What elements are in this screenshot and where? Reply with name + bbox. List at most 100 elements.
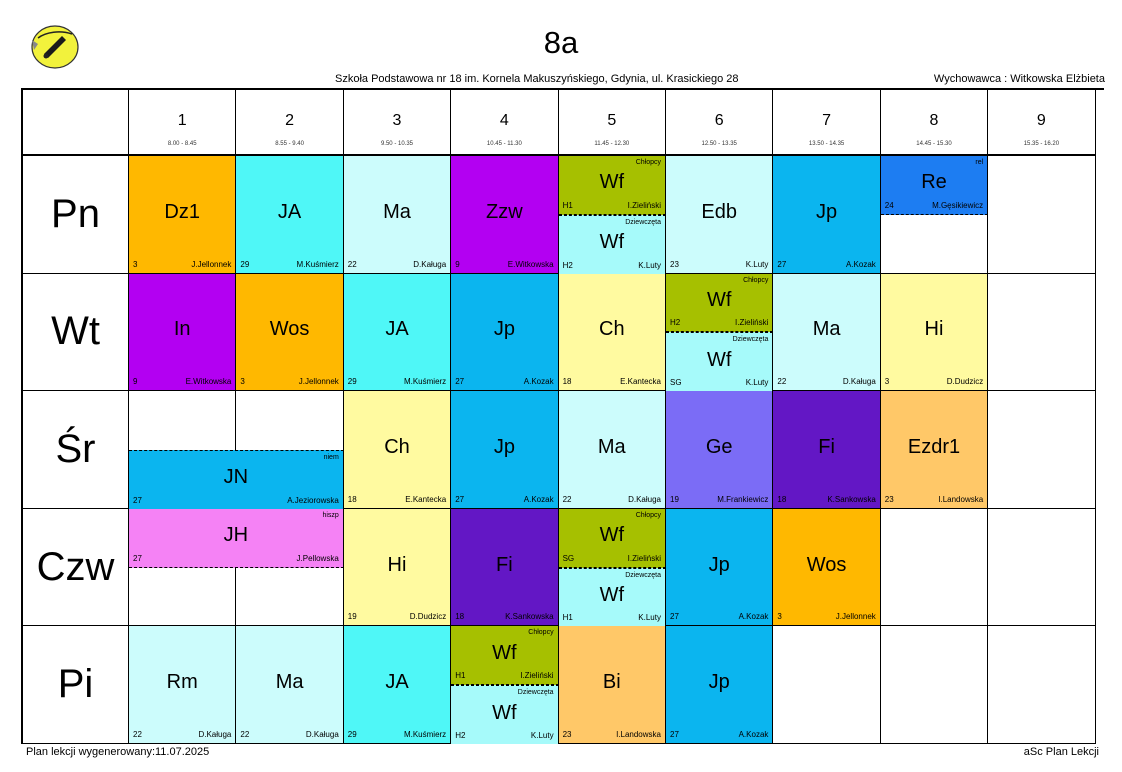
lesson-card[interactable]: Wf Chłopcy H2 I.Zieliński	[666, 273, 774, 333]
lesson-card[interactable]: Ch 18 E.Kantecka	[558, 273, 666, 392]
lesson-card[interactable]: Ge 19 M.Frankiewicz	[666, 391, 774, 509]
period-time: 13.50 - 14.35	[808, 141, 845, 147]
lesson-teacher: K.Luty	[745, 259, 769, 269]
lesson-subject: Wf	[706, 288, 732, 311]
homeroom-teacher: Wychowawca : Witkowska Elżbieta	[933, 73, 1105, 85]
period-number: 3	[392, 112, 402, 129]
lesson-subject: Jp	[493, 318, 515, 341]
lesson-group: rel	[975, 159, 984, 166]
lesson-teacher: D.Dudzicz	[409, 612, 447, 622]
lesson-card[interactable]: Wf Dziewczęta H1 K.Luty	[558, 567, 666, 627]
lesson-card[interactable]: JA 29 M.Kuśmierz	[343, 273, 452, 392]
lesson-teacher: D.Dudzicz	[946, 377, 984, 387]
lesson-card[interactable]: Ma 22 D.Kaługa	[236, 626, 344, 744]
lesson-card[interactable]: JA 29 M.Kuśmierz	[236, 156, 344, 274]
lesson-card[interactable]: Ma 22 D.Kaługa	[558, 391, 666, 509]
day-label: Śr	[23, 391, 129, 509]
lesson-room: 18	[562, 377, 572, 387]
lesson-teacher: I.Zieliński	[520, 671, 554, 681]
lesson-group: Chłopcy	[743, 276, 769, 284]
lesson-group: niem	[323, 454, 339, 461]
lesson-card[interactable]: Ezdr1 23 I.Landowska	[880, 391, 989, 509]
lesson-card[interactable]: Wf Dziewczęta H2 K.Luty	[451, 685, 559, 744]
timetable-cell	[988, 508, 1096, 627]
lesson-subject: Ch	[599, 318, 625, 341]
lesson-card[interactable]: Fi 18 K.Sankowska	[451, 508, 559, 627]
period-header-2: 2 8.55 - 9.40	[236, 90, 344, 156]
lesson-card[interactable]: Wf Chłopcy SG I.Zieliński	[558, 508, 666, 568]
lesson-card[interactable]: Zzw 9 E.Witkowska	[451, 156, 559, 274]
lesson-subject: Fi	[818, 435, 835, 458]
lesson-subject: Ma	[597, 435, 626, 458]
lesson-room: 27	[777, 259, 787, 269]
lesson-card[interactable]: JA 29 M.Kuśmierz	[343, 626, 452, 744]
lesson-card[interactable]: Jp 27 A.Kozak	[773, 156, 881, 274]
lesson-group: Dziewczęta	[517, 689, 554, 697]
lesson-card[interactable]: Hi 3 D.Dudzicz	[880, 273, 989, 392]
lesson-teacher: A.Kozak	[523, 377, 554, 387]
period-number: 6	[714, 112, 724, 129]
lesson-room: 9	[455, 259, 460, 269]
lesson-teacher: I.Landowska	[938, 494, 984, 504]
lesson-room: 22	[347, 259, 357, 269]
lesson-subject: JA	[277, 200, 302, 223]
lesson-subject: Edb	[701, 200, 737, 223]
lesson-card[interactable]: Wos 3 J.Jellonnek	[236, 273, 344, 392]
lesson-room: H1	[562, 613, 573, 623]
lesson-group: Dziewczęta	[625, 571, 661, 579]
lesson-card[interactable]: Jp 27 A.Kozak	[451, 273, 559, 392]
lesson-teacher: E.Kantecka	[405, 494, 447, 504]
lesson-card[interactable]: Rm 22 D.Kaługa	[129, 626, 237, 744]
lesson-room: 3	[777, 612, 782, 622]
lesson-subject: In	[173, 318, 191, 341]
lesson-room: SG	[670, 378, 682, 388]
lesson-card[interactable]: Wos 3 J.Jellonnek	[773, 508, 881, 627]
period-number: 5	[607, 112, 617, 129]
lesson-room: H2	[455, 730, 466, 740]
lesson-subject: Zzw	[486, 200, 523, 223]
lesson-teacher: D.Kaługa	[413, 259, 447, 269]
class-title: 8a	[543, 25, 579, 60]
lesson-card[interactable]: Ma 22 D.Kaługa	[343, 156, 452, 274]
day-label: Czw	[23, 508, 129, 627]
lesson-card[interactable]: Ch 18 E.Kantecka	[343, 391, 452, 509]
period-header-7: 7 13.50 - 14.35	[773, 90, 881, 156]
lesson-room: 29	[347, 377, 357, 387]
lesson-teacher: I.Zieliński	[627, 553, 661, 563]
lesson-card[interactable]: Hi 19 D.Dudzicz	[343, 508, 452, 627]
lesson-card[interactable]: Edb 23 K.Luty	[666, 156, 774, 274]
lesson-card[interactable]: Bi 23 I.Landowska	[558, 626, 666, 744]
lesson-teacher: M.Frankiewicz	[717, 494, 769, 504]
lesson-card[interactable]: Dz1 3 J.Jellonnek	[129, 156, 237, 274]
lesson-card[interactable]: Fi 18 K.Sankowska	[773, 391, 881, 509]
lesson-subject: Bi	[602, 671, 621, 694]
lesson-card[interactable]: Wf Chłopcy H1 I.Zieliński	[451, 626, 559, 686]
lesson-card[interactable]: Jp 27 A.Kozak	[666, 508, 774, 627]
period-time: 15.35 - 16.20	[1023, 141, 1060, 147]
lesson-teacher: I.Landowska	[616, 729, 661, 739]
lesson-card[interactable]: Jp 27 A.Kozak	[666, 626, 774, 744]
lesson-room: 22	[133, 729, 142, 739]
lesson-subject: Wf	[706, 348, 732, 371]
lesson-room: 27	[670, 729, 679, 739]
lesson-card[interactable]: Wf Dziewczęta SG K.Luty	[666, 332, 774, 392]
period-number: 2	[285, 112, 295, 129]
lesson-room: 3	[133, 259, 138, 269]
lesson-teacher: J.Pellowska	[296, 553, 339, 563]
lesson-card[interactable]: Ma 22 D.Kaługa	[773, 273, 881, 392]
lesson-card[interactable]: JN niem 27 A.Jeziorowska	[129, 450, 344, 509]
lesson-card[interactable]: Jp 27 A.Kozak	[451, 391, 559, 509]
period-time: 9.50 - 10.35	[380, 141, 413, 147]
lesson-card[interactable]: Wf Dziewczęta H2 K.Luty	[558, 214, 666, 274]
lesson-room: 27	[455, 494, 465, 504]
lesson-room: 24	[884, 200, 894, 210]
lesson-card[interactable]: In 9 E.Witkowska	[129, 273, 237, 392]
lesson-card[interactable]: Re rel 24 M.Gęsikiewicz	[880, 156, 989, 215]
lesson-card[interactable]: JH hiszp 27 J.Pellowska	[129, 508, 344, 568]
timetable-grid: 1 8.00 - 8.45 2 8.55 - 9.40 3 9.50 - 10.35 4 10…	[21, 88, 1104, 744]
lesson-card[interactable]: Wf Chłopcy H1 I.Zieliński	[558, 156, 666, 215]
lesson-room: 18	[455, 612, 465, 622]
lesson-room: 19	[347, 612, 357, 622]
lesson-subject: Wf	[599, 583, 624, 606]
lesson-subject: Jp	[708, 671, 730, 694]
